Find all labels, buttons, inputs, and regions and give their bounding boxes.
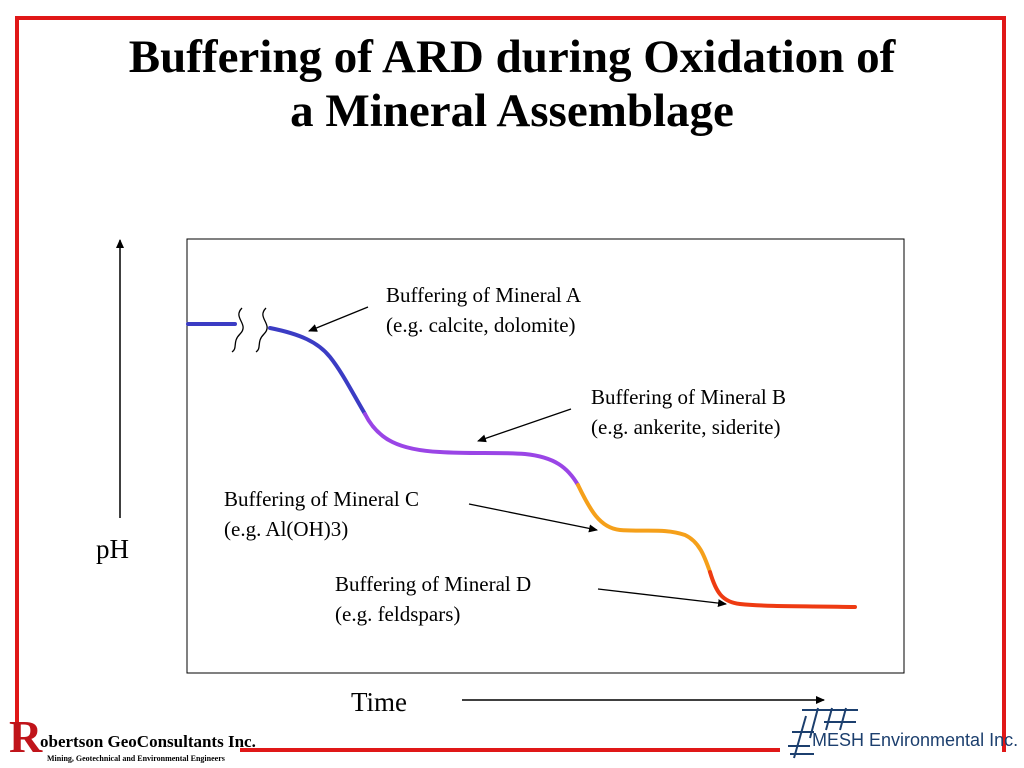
x-axis-label: Time — [351, 687, 407, 717]
axis-break-mark-left — [231, 307, 244, 353]
slide-title: Buffering of ARD during Oxidation of a M… — [40, 30, 984, 138]
annotation-mineral-b: Buffering of Mineral B (e.g. ankerite, s… — [591, 385, 786, 439]
curve-segment-mineral-a — [268, 326, 367, 416]
logo-company-name: obertson GeoConsultants Inc. — [40, 732, 256, 751]
pointer-arrow-mineral-c — [468, 503, 598, 533]
logo-initial-r: R — [9, 711, 43, 762]
logo-tagline: Mining, Geotechnical and Environmental E… — [47, 754, 225, 763]
curve-segment-mineral-d — [708, 570, 857, 609]
curve-segment-mineral-b — [363, 412, 580, 487]
annotation-mineral-b-line2: (e.g. ankerite, siderite) — [591, 415, 781, 439]
annotation-mineral-c-line1: Buffering of Mineral C — [224, 487, 419, 511]
axis-break-mark-right — [255, 307, 268, 353]
annotation-mineral-c-line2: (e.g. Al(OH)3) — [224, 517, 348, 541]
mesh-logo-mark-icon — [788, 707, 858, 759]
pointer-arrow-mineral-b — [477, 408, 572, 443]
annotation-mineral-b-line1: Buffering of Mineral B — [591, 385, 786, 409]
annotation-mineral-a-line1: Buffering of Mineral A — [386, 283, 582, 307]
bottom-rule — [240, 748, 780, 752]
annotation-mineral-d-line1: Buffering of Mineral D — [335, 572, 531, 596]
slide-frame — [15, 16, 1006, 752]
plot-box — [186, 238, 905, 674]
robertson-geoconsultants-logo: R obertson GeoConsultants Inc. Mining, G… — [3, 710, 256, 768]
pointer-arrow-mineral-d — [597, 588, 727, 608]
title-line-1: Buffering of ARD during Oxidation of — [128, 31, 896, 83]
curve-segment-mineral-c — [576, 483, 712, 574]
pointer-arrow-mineral-a — [308, 306, 369, 332]
annotation-mineral-d: Buffering of Mineral D (e.g. feldspars) — [335, 572, 531, 626]
title-line-2: a Mineral Assemblage — [290, 85, 734, 137]
annotation-mineral-d-line2: (e.g. feldspars) — [335, 602, 460, 626]
mesh-environmental-logo: MESH Environmental Inc. — [784, 702, 1020, 764]
annotation-mineral-a-line2: (e.g. calcite, dolomite) — [386, 313, 576, 337]
mesh-company-name: MESH Environmental Inc. — [812, 730, 1019, 750]
y-axis-label: pH — [96, 534, 129, 564]
annotation-mineral-a: Buffering of Mineral A (e.g. calcite, do… — [386, 283, 582, 337]
annotation-mineral-c: Buffering of Mineral C (e.g. Al(OH)3) — [224, 487, 419, 541]
